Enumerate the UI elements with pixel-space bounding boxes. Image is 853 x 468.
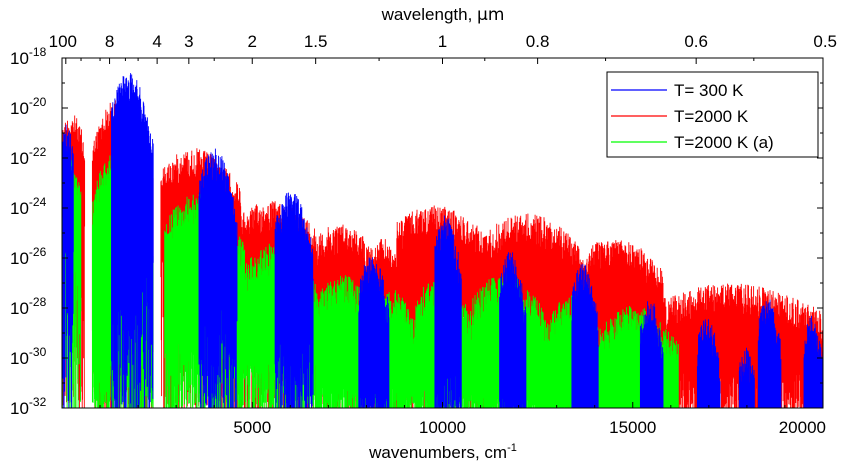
x2-axis-title: wavelength, μm xyxy=(381,5,505,25)
y-tick-label: 10-30 xyxy=(10,345,47,368)
x2-tick-label: 1.5 xyxy=(304,32,328,51)
legend-box xyxy=(606,71,819,158)
y-tick-label: 10-26 xyxy=(10,245,47,268)
y-tick-label: 10-32 xyxy=(10,395,47,418)
y-tick-label: 10-18 xyxy=(10,45,47,68)
x2-tick-label: 8 xyxy=(105,32,114,51)
x-tick-label: 20000 xyxy=(779,418,826,437)
x2-tick-label: 2 xyxy=(248,32,257,51)
x-tick-label: 10000 xyxy=(419,418,466,437)
x-tick-label: 15000 xyxy=(609,418,656,437)
y-tick-label: 10-24 xyxy=(10,195,47,218)
legend: T= 300 K T=2000 K T=2000 K (a) xyxy=(606,71,819,158)
legend-label: T=2000 K xyxy=(674,107,749,126)
x2-tick-label: 100 xyxy=(49,32,77,51)
ticks-layer xyxy=(62,57,824,409)
y-tick-label: 10-22 xyxy=(10,145,47,168)
x2-tick-label: 0.5 xyxy=(813,32,837,51)
y-tick-label: 10-20 xyxy=(10,95,47,118)
x2-tick-label: 0.6 xyxy=(684,32,708,51)
x2-tick-label: 4 xyxy=(152,32,161,51)
x2-tick-label: 1 xyxy=(438,32,447,51)
x2-tick-label: 3 xyxy=(184,32,193,51)
y-tick-label: 10-28 xyxy=(10,295,47,318)
x-tick-label: 5000 xyxy=(233,418,271,437)
legend-label: T= 300 K xyxy=(674,81,744,100)
labels-layer: 10-18 10-20 10-22 10-24 10-26 10-28 10-30 10-32… xyxy=(10,32,837,437)
x-axis-title: wavenumbers, cm-1 xyxy=(368,442,517,462)
x2-tick-label: 0.8 xyxy=(526,32,550,51)
legend-label: T=2000 K (a) xyxy=(674,133,774,152)
